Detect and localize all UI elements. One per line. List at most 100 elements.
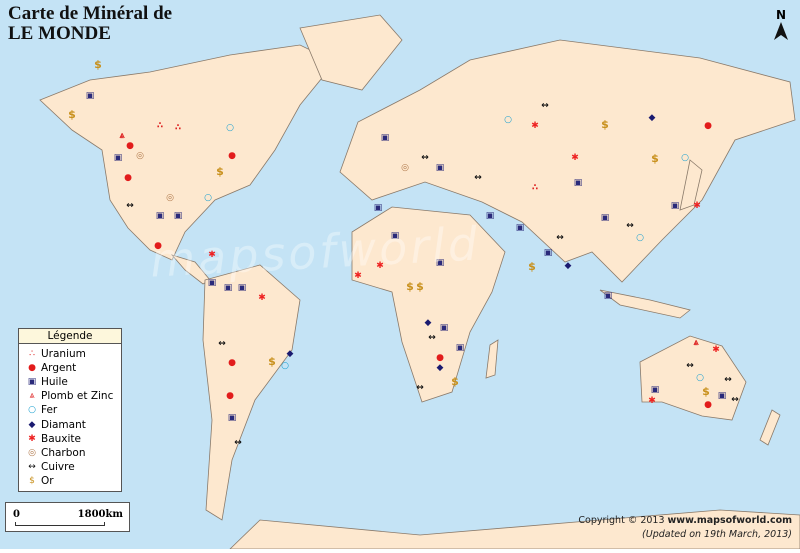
diamant-marker: ◆ (437, 363, 444, 373)
or-marker: $ (68, 108, 76, 121)
australia (639, 335, 747, 421)
cuivre-marker: ↔ (474, 173, 482, 183)
charbon-icon: ◎ (28, 447, 36, 458)
legend-label: Uranium (41, 348, 86, 361)
legend-item-or: $ Or (19, 474, 121, 488)
uranium-marker: ∴ (175, 123, 181, 133)
or-marker: $ (528, 260, 536, 273)
argent-marker: ● (126, 141, 134, 151)
fer-marker: ○ (204, 193, 212, 203)
indonesia (599, 289, 691, 319)
diamant-marker: ◆ (565, 261, 572, 271)
or-marker: $ (416, 280, 424, 293)
legend-item-bauxite: ✱ Bauxite (19, 432, 121, 446)
huile-marker: ▣ (718, 391, 727, 401)
legend-label: Bauxite (41, 432, 82, 445)
fer-marker: ○ (636, 233, 644, 243)
fer-icon: ○ (28, 405, 36, 416)
fer-marker: ○ (226, 123, 234, 133)
plomb-et-zinc-marker: ⩓ (118, 131, 125, 141)
cuivre-marker: ↔ (421, 153, 429, 163)
huile-marker: ▣ (601, 213, 610, 223)
argent-marker: ● (228, 358, 236, 368)
argent-icon: ● (28, 363, 36, 374)
or-marker: $ (216, 165, 224, 178)
fer-marker: ○ (696, 373, 704, 383)
legend-label: Or (41, 474, 54, 487)
bauxite-marker: ✱ (712, 345, 720, 355)
updated-date: (Updated on 19th March, 2013) (642, 529, 792, 540)
charbon-marker: ◎ (401, 163, 409, 173)
huile-marker: ▣ (604, 291, 613, 301)
argent-marker: ● (436, 353, 444, 363)
huile-marker: ▣ (544, 248, 553, 258)
legend-label: Cuivre (41, 460, 75, 473)
huile-marker: ▣ (374, 203, 383, 213)
copyright-text: Copyright © 2013 (578, 515, 668, 526)
plomb-et-zinc-icon: ⩓ (29, 391, 35, 402)
bauxite-marker: ✱ (258, 293, 266, 303)
huile-marker: ▣ (671, 201, 680, 211)
madagascar (485, 339, 499, 379)
bauxite-marker: ✱ (208, 250, 216, 260)
huile-marker: ▣ (574, 178, 583, 188)
diamant-marker: ◆ (287, 349, 294, 359)
legend-label: Plomb et Zinc (41, 390, 114, 403)
huile-icon: ▣ (27, 377, 37, 388)
site-link[interactable]: www.mapsofworld.com (667, 515, 792, 526)
mineral-markers: ▣$$⩓●◎∴ ∴ ○●$▣ ▣◎▣↔●○✱●▣ ▣ ▣✱◆●↔$ ○▣↔●▣◎↔▣↔○✱↔… (68, 58, 739, 448)
legend-label: Fer (41, 404, 58, 417)
cuivre-marker: ↔ (731, 395, 739, 405)
diamant-marker: ◆ (425, 318, 432, 328)
bauxite-icon: ✱ (28, 433, 36, 444)
bauxite-marker: ✱ (531, 121, 539, 131)
argent-marker: ● (228, 151, 236, 161)
argent-marker: ● (124, 173, 132, 183)
cuivre-marker: ↔ (724, 375, 732, 385)
title-line-2: LE MONDE (8, 23, 111, 44)
legend-item-diamant: ◆ Diamant (19, 417, 121, 431)
argent-marker: ● (704, 400, 712, 410)
huile-marker: ▣ (224, 283, 233, 293)
charbon-marker: ◎ (136, 151, 144, 161)
legend-item-huile: ▣ Huile (19, 375, 121, 389)
legend-item-cuivre: ↔ Cuivre (19, 460, 121, 474)
cuivre-icon: ↔ (28, 461, 36, 472)
north-arrow: N (774, 8, 788, 43)
huile-marker: ▣ (516, 223, 525, 233)
scale-line (15, 522, 105, 526)
scale-start: 0 (13, 509, 20, 520)
bauxite-marker: ✱ (354, 271, 362, 281)
cuivre-marker: ↔ (626, 221, 634, 231)
legend-label: Diamant (41, 418, 86, 431)
huile-marker: ▣ (486, 211, 495, 221)
legend-item-fer: ○ Fer (19, 403, 121, 417)
cuivre-marker: ↔ (428, 333, 436, 343)
legend-item-plomb-et-zinc: ⩓ Plomb et Zinc (19, 389, 121, 403)
huile-marker: ▣ (651, 385, 660, 395)
cuivre-marker: ↔ (126, 201, 134, 211)
uranium-marker: ∴ (157, 121, 163, 131)
legend-heading: Légende (19, 329, 121, 344)
legend-item-charbon: ◎ Charbon (19, 446, 121, 460)
charbon-marker: ◎ (166, 193, 174, 203)
or-marker: $ (268, 355, 276, 368)
cuivre-marker: ↔ (541, 101, 549, 111)
fer-marker: ○ (281, 361, 289, 371)
diamant-marker: ◆ (649, 113, 656, 123)
fer-marker: ○ (681, 153, 689, 163)
or-marker: $ (651, 152, 659, 165)
new-zealand (759, 409, 781, 446)
or-marker: $ (702, 385, 710, 398)
north-america (39, 44, 336, 261)
huile-marker: ▣ (174, 211, 183, 221)
uranium-icon: ∴ (29, 349, 35, 360)
bauxite-marker: ✱ (376, 261, 384, 271)
huile-marker: ▣ (391, 231, 400, 241)
legend-label: Huile (41, 376, 68, 389)
huile-marker: ▣ (114, 153, 123, 163)
north-label: N (775, 8, 787, 22)
huile-marker: ▣ (238, 283, 247, 293)
